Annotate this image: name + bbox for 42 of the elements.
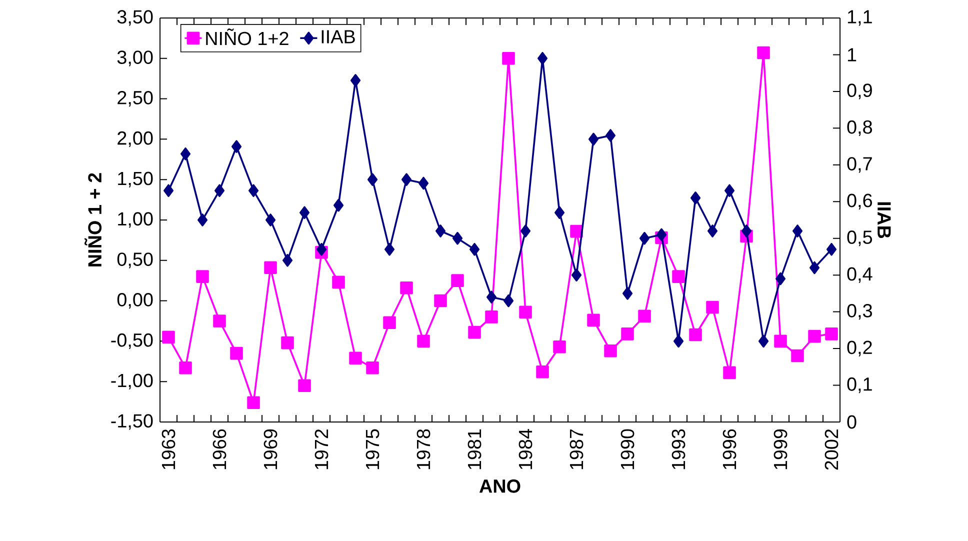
y2-axis-title: IIAB — [878, 202, 891, 238]
x-tick-label: 1969 — [264, 429, 278, 470]
x-tick-label: 1996 — [722, 429, 736, 470]
y2-tick-label: 0,5 — [847, 230, 872, 246]
x-tick-label: 1981 — [468, 429, 482, 470]
y2-tick-label: 0,9 — [847, 84, 872, 100]
y-tick-label: -0,50 — [111, 333, 153, 350]
y-tick-label: -1,50 — [111, 414, 153, 430]
x-tick-label: 2002 — [824, 429, 838, 470]
x-tick-label: 1999 — [774, 429, 788, 470]
y-tick-label: -1,00 — [111, 374, 153, 390]
x-tick-label: 1987 — [570, 429, 584, 470]
y-tick-label: 1,00 — [118, 212, 153, 228]
x-tick-label: 1975 — [366, 429, 380, 470]
x-tick-label: 1990 — [620, 429, 634, 470]
y-tick-label: 3,00 — [117, 50, 153, 66]
y2-tick-label: 0,8 — [847, 120, 872, 136]
x-tick-label: 1993 — [672, 429, 686, 470]
x-axis-title: ANO — [479, 479, 520, 493]
x-tick-label: 1978 — [416, 429, 430, 470]
y-tick-label: 3,50 — [117, 10, 153, 26]
y-tick-label: 0,50 — [117, 252, 153, 268]
y-tick-label: 0,00 — [117, 292, 153, 309]
y2-tick-label: 0,2 — [847, 340, 872, 356]
y2-tick-label: 0,6 — [847, 194, 872, 210]
y-axis-title: NIÑO 1 + 2 — [84, 173, 102, 266]
legend-label: NIÑO 1+2 — [206, 28, 288, 46]
y2-tick-label: 0,4 — [847, 267, 872, 283]
y2-tick-label: 0,7 — [847, 157, 872, 173]
x-tick-label: 1972 — [314, 429, 328, 470]
y2-tick-label: 0,3 — [847, 304, 872, 320]
y2-tick-label: 1,1 — [848, 10, 872, 26]
y-tick-label: 1,50 — [118, 172, 153, 188]
y-tick-label: 2,50 — [118, 90, 153, 107]
y2-tick-label: 1 — [848, 48, 856, 62]
x-tick-label: 1963 — [162, 429, 176, 470]
y2-tick-label: 0 — [847, 415, 856, 429]
y-tick-label: 2,00 — [118, 131, 153, 148]
y2-tick-label: 0,1 — [847, 377, 872, 394]
x-tick-label: 1966 — [212, 429, 226, 470]
x-tick-label: 1984 — [518, 429, 532, 470]
legend-label: IIAB — [322, 30, 355, 44]
